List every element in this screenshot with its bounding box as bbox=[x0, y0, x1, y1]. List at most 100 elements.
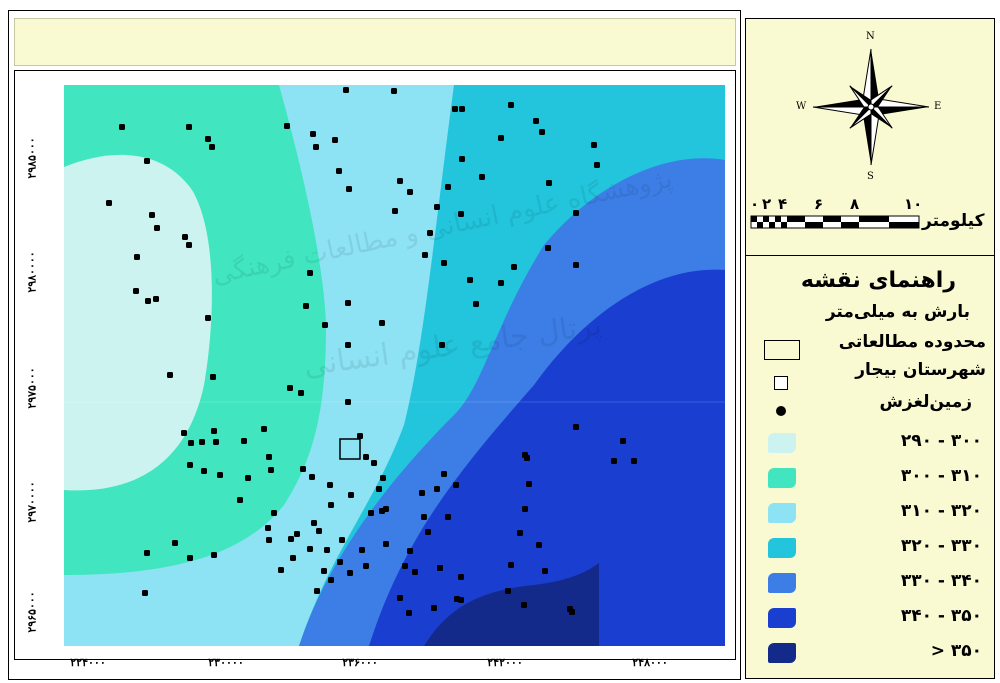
legend-class-swatch bbox=[768, 503, 796, 523]
landslide-point bbox=[591, 142, 597, 148]
landslide-point bbox=[328, 502, 334, 508]
landslide-point bbox=[379, 320, 385, 326]
landslide-point bbox=[508, 562, 514, 568]
landslide-point bbox=[517, 530, 523, 536]
landslide-point bbox=[522, 506, 528, 512]
compass-south: S bbox=[867, 171, 874, 182]
landslide-point bbox=[359, 547, 365, 553]
landslide-point bbox=[328, 577, 334, 583]
study-area-square bbox=[339, 438, 361, 460]
landslide-point bbox=[154, 225, 160, 231]
landslide-point bbox=[182, 234, 188, 240]
landslide-point bbox=[287, 385, 293, 391]
landslide-point bbox=[266, 454, 272, 460]
x-tick: ۲۳۶۰۰۰ bbox=[342, 656, 378, 669]
landslide-point bbox=[526, 481, 532, 487]
landslide-point bbox=[213, 439, 219, 445]
landslide-point bbox=[145, 298, 151, 304]
landslide-point bbox=[376, 486, 382, 492]
y-tick: ۲۹۸۵۰۰۰ bbox=[25, 137, 39, 179]
landslide-point bbox=[425, 529, 431, 535]
landslide-point bbox=[211, 428, 217, 434]
landslide-point bbox=[412, 569, 418, 575]
landslide-point bbox=[347, 570, 353, 576]
landslide-point bbox=[339, 537, 345, 543]
landslide-point bbox=[421, 514, 427, 520]
landslide-point bbox=[434, 486, 440, 492]
legend-subtitle: بارش به میلی‌متر bbox=[825, 302, 970, 322]
landslide-point bbox=[271, 510, 277, 516]
landslide-point bbox=[407, 189, 413, 195]
landslide-point bbox=[322, 322, 328, 328]
landslide-point bbox=[278, 567, 284, 573]
landslide-point bbox=[307, 546, 313, 552]
landslide-point bbox=[458, 211, 464, 217]
scale-tick-label: ۶ bbox=[814, 195, 824, 213]
compass-north: N bbox=[866, 31, 875, 42]
landslide-symbol-icon bbox=[776, 406, 786, 416]
landslide-point bbox=[521, 602, 527, 608]
legend-landslide-label: زمین‌لغزش bbox=[879, 392, 972, 412]
landslide-point bbox=[533, 118, 539, 124]
landslide-point bbox=[307, 270, 313, 276]
scale-tick-label: ۲ bbox=[762, 195, 772, 213]
x-tick: ۲۳۰۰۰۰ bbox=[208, 656, 244, 669]
landslide-point bbox=[445, 184, 451, 190]
landslide-point bbox=[402, 563, 408, 569]
x-tick: ۲۲۴۰۰۰ bbox=[70, 656, 106, 669]
legend-class-row: > ۳۵۰ bbox=[746, 639, 996, 667]
landslide-point bbox=[241, 438, 247, 444]
landslide-point bbox=[266, 537, 272, 543]
landslide-point bbox=[452, 106, 458, 112]
landslide-point bbox=[106, 200, 112, 206]
scale-tick-label: ۱۰ bbox=[904, 195, 923, 213]
landslide-point bbox=[459, 156, 465, 162]
landslide-point bbox=[144, 550, 150, 556]
landslide-point bbox=[345, 399, 351, 405]
landslide-point bbox=[186, 242, 192, 248]
landslide-point bbox=[290, 555, 296, 561]
precipitation-map[interactable]: پژوهشگاه علوم انسانی و مطالعات فرهنگی پر… bbox=[64, 85, 725, 646]
landslide-point bbox=[573, 210, 579, 216]
landslide-point bbox=[211, 552, 217, 558]
landslide-point bbox=[172, 540, 178, 546]
landslide-point bbox=[133, 288, 139, 294]
landslide-point bbox=[187, 555, 193, 561]
landslide-point bbox=[265, 525, 271, 531]
landslide-point bbox=[268, 467, 274, 473]
legend-class-label: ۳۱۰ - ۳۲۰ bbox=[900, 501, 982, 521]
landslide-point bbox=[383, 541, 389, 547]
landslide-point bbox=[631, 458, 637, 464]
landslide-point bbox=[459, 106, 465, 112]
x-tick: ۲۴۸۰۰۰ bbox=[632, 656, 668, 669]
landslide-point bbox=[134, 254, 140, 260]
landslide-point bbox=[149, 212, 155, 218]
scale-tick-label: ۴ bbox=[778, 195, 788, 213]
landslide-point bbox=[508, 102, 514, 108]
landslide-point bbox=[321, 568, 327, 574]
landslide-point bbox=[397, 595, 403, 601]
legend-class-swatch bbox=[768, 538, 796, 558]
zone-gt-350 bbox=[424, 563, 599, 646]
landslide-point bbox=[419, 490, 425, 496]
north-arrow-icon bbox=[812, 48, 930, 166]
legend-class-swatch bbox=[768, 468, 796, 488]
landslide-point bbox=[363, 563, 369, 569]
landslide-point bbox=[205, 136, 211, 142]
landslide-point bbox=[153, 296, 159, 302]
landslide-point bbox=[458, 574, 464, 580]
landslide-point bbox=[434, 204, 440, 210]
landslide-point bbox=[346, 186, 352, 192]
landslide-point bbox=[119, 124, 125, 130]
landslide-point bbox=[345, 300, 351, 306]
legend-class-row: ۳۲۰ - ۳۳۰ bbox=[746, 534, 996, 562]
legend-class-label: > ۳۵۰ bbox=[930, 641, 982, 661]
landslide-point bbox=[397, 178, 403, 184]
compass-east: E bbox=[934, 101, 942, 112]
study-area-swatch bbox=[764, 340, 800, 360]
landslide-point bbox=[284, 123, 290, 129]
map-canvas: پژوهشگاه علوم انسانی و مطالعات فرهنگی پر… bbox=[64, 85, 725, 646]
landslide-point bbox=[261, 426, 267, 432]
y-tick: ۲۹۷۰۰۰۰ bbox=[25, 481, 39, 523]
landslide-point bbox=[611, 458, 617, 464]
